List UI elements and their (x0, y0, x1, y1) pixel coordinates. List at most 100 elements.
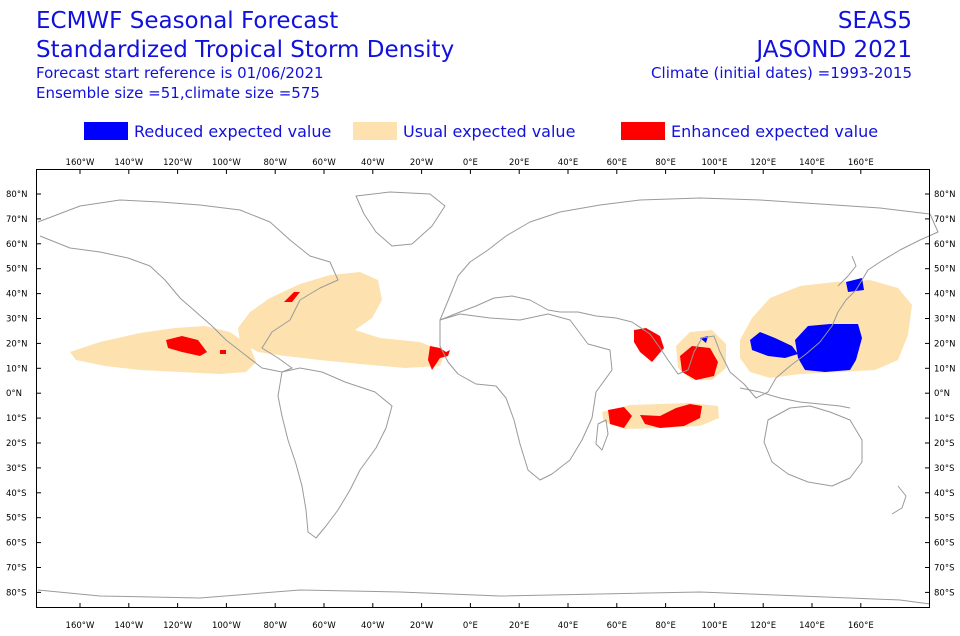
coast-japan (837, 255, 857, 287)
reduced-philippine-sea (795, 324, 862, 372)
lon-tick-label-bottom: 40°E (558, 621, 578, 631)
lat-tick-label-right: 10°N (934, 364, 955, 374)
title-line-1: ECMWF Seasonal Forecast (36, 8, 339, 34)
lat-tick-label-left: 70°N (6, 215, 27, 225)
lat-tick-label-right: 20°N (934, 339, 955, 349)
lon-labels-bottom: 160°W 140°W 120°W 100°W 80°W 60°W 40°W 20°W 0°E 2… (66, 621, 874, 631)
lon-tick-label-top: 140°E (799, 158, 825, 168)
lat-tick-label-right: 50°N (934, 265, 955, 275)
reduced-regions (700, 278, 864, 372)
lat-tick-label-right: 70°S (934, 564, 954, 574)
lon-tick-label-top: 120°W (163, 158, 192, 168)
lon-tick-label-top: 60°E (607, 158, 627, 168)
lon-tick-label-top: 80°W (263, 158, 287, 168)
coast-south-america (277, 367, 393, 539)
lat-tick-label-left: 50°N (6, 265, 27, 275)
enhanced-cape-verde (428, 346, 450, 370)
enhanced-arabian-sea (634, 328, 664, 362)
lon-tick-label-bottom: 140°E (799, 621, 825, 631)
lon-tick-label-top: 20°E (509, 158, 529, 168)
legend-swatch-usual (353, 122, 397, 140)
legend-label-enhanced: Enhanced expected value (671, 121, 879, 141)
lat-tick-label-right: 30°N (934, 315, 955, 325)
lat-tick-label-left: 20°S (6, 439, 26, 449)
lon-tick-label-bottom: 60°E (607, 621, 627, 631)
lon-tick-label-top: 100°W (212, 158, 241, 168)
coast-europe-asia (439, 197, 939, 399)
lon-tick-label-bottom: 120°E (750, 621, 776, 631)
lon-tick-label-bottom: 120°W (163, 621, 192, 631)
map-frame (36, 169, 930, 608)
lat-labels-left: 80°N 70°N 60°N 50°N 40°N 30°N 20°N 10°N 0°N 10°S 2… (6, 190, 27, 598)
enhanced-east-pacific (166, 336, 207, 356)
lon-tick-label-top: 0°E (463, 158, 478, 168)
lon-tick-label-bottom: 100°W (212, 621, 241, 631)
coast-new-zealand (891, 485, 907, 515)
lat-tick-label-right: 80°S (934, 588, 954, 598)
reduced-south-china-sea (750, 332, 798, 358)
lat-tick-label-right: 80°N (934, 190, 955, 200)
lat-tick-label-right: 70°N (934, 215, 955, 225)
region-atlantic (238, 272, 445, 368)
legend-label-usual: Usual expected value (403, 121, 576, 141)
lat-tick-label-left: 20°N (6, 339, 27, 349)
lon-tick-label-top: 40°E (558, 158, 578, 168)
lon-tick-label-bottom: 160°W (66, 621, 95, 631)
lat-tick-label-right: 10°S (934, 414, 954, 424)
lat-tick-label-left: 30°N (6, 315, 27, 325)
coast-madagascar (595, 419, 609, 451)
coast-africa (439, 313, 613, 481)
lon-tick-label-bottom: 20°W (410, 621, 434, 631)
ensemble-size-text: Ensemble size =51,climate size =575 (36, 84, 320, 102)
enhanced-south-indian-east (640, 404, 702, 428)
coast-australia (763, 405, 863, 487)
lat-tick-label-left: 30°S (6, 464, 26, 474)
lon-tick-label-top: 20°W (410, 158, 434, 168)
lat-tick-label-left: 10°N (6, 364, 27, 374)
period-label: JASOND 2021 (756, 37, 912, 63)
coast-greenland (355, 191, 446, 247)
enhanced-regions (166, 292, 718, 428)
lat-tick-label-right: 20°S (934, 439, 954, 449)
lon-tick-label-bottom: 100°E (701, 621, 727, 631)
lon-tick-label-top: 80°E (655, 158, 675, 168)
coast-antarctica (37, 589, 931, 605)
lat-tick-label-left: 40°S (6, 489, 26, 499)
enhanced-bay-of-bengal (680, 346, 718, 380)
lat-tick-label-right: 50°S (934, 514, 954, 524)
coast-indonesia (739, 387, 851, 409)
lat-tick-label-left: 10°S (6, 414, 26, 424)
legend-reduced: Reduced expected value (84, 121, 331, 141)
legend-enhanced: Enhanced expected value (621, 121, 878, 141)
lon-tick-label-top: 140°W (114, 158, 143, 168)
lat-tick-label-left: 60°S (6, 539, 26, 549)
legend-usual: Usual expected value (353, 121, 575, 141)
lon-tick-label-top: 100°E (701, 158, 727, 168)
lon-tick-label-bottom: 160°E (848, 621, 874, 631)
lat-tick-label-left: 80°S (6, 588, 26, 598)
title-line-2: Standardized Tropical Storm Density (36, 37, 455, 63)
coastlines (37, 191, 939, 605)
forecast-start-text: Forecast start reference is 01/06/2021 (36, 64, 324, 82)
lat-tick-label-right: 0°N (934, 389, 950, 399)
enhanced-us-east-coast (284, 292, 300, 302)
lat-tick-label-right: 40°N (934, 290, 955, 300)
lon-tick-label-bottom: 40°W (361, 621, 385, 631)
legend-swatch-enhanced (621, 122, 665, 140)
reduced-east-of-japan (846, 278, 864, 292)
lon-tick-label-top: 160°W (66, 158, 95, 168)
lon-tick-label-top: 40°W (361, 158, 385, 168)
lat-tick-label-left: 50°S (6, 514, 26, 524)
lat-tick-label-right: 60°N (934, 240, 955, 250)
lon-tick-label-top: 160°E (848, 158, 874, 168)
lat-tick-label-left: 40°N (6, 290, 27, 300)
tick-marks (37, 170, 929, 607)
lat-tick-label-right: 30°S (934, 464, 954, 474)
system-label: SEAS5 (837, 8, 912, 34)
lon-labels-top: 160°W 140°W 120°W 100°W 80°W 60°W 40°W 20°W 0°E 2… (66, 158, 874, 168)
lon-tick-label-bottom: 20°E (509, 621, 529, 631)
lat-tick-label-left: 70°S (6, 564, 26, 574)
lat-labels-right: 80°N 70°N 60°N 50°N 40°N 30°N 20°N 10°N 0°N 10°S 2… (934, 190, 955, 598)
lon-tick-label-top: 60°W (312, 158, 336, 168)
climate-period-text: Climate (initial dates) =1993-2015 (651, 64, 912, 82)
